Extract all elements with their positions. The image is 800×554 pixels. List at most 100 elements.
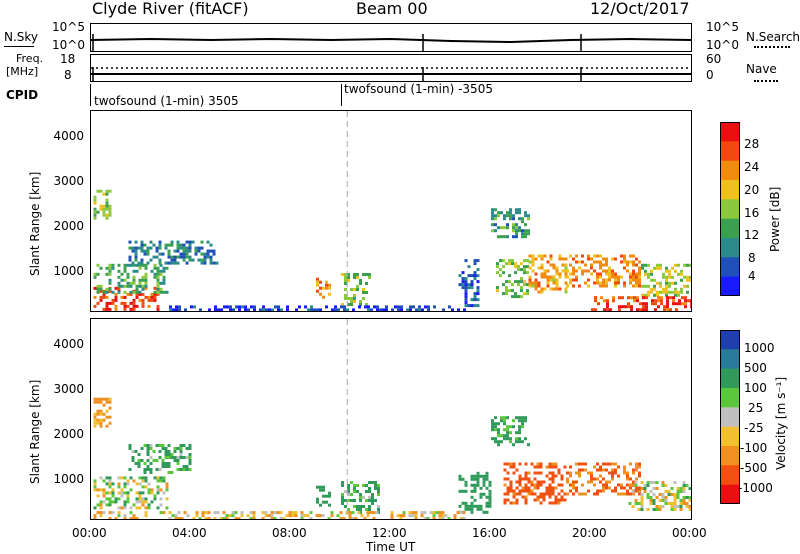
heatmap-cell-region-9 [652,499,656,502]
heatmap-cell-region-2 [188,258,192,262]
heatmap-cell-region-10 [438,514,442,518]
heatmap-cell-region-1 [117,275,121,279]
heatmap-cell-region-7 [560,477,564,481]
heatmap-cell-region-2 [209,258,213,262]
heatmap-cell-region-10 [602,263,605,267]
heatmap-cell-region-2 [197,258,201,262]
heatmap-cell-region-9 [549,257,553,261]
heatmap-cell-region-9 [676,496,680,499]
heatmap-cell-region-0 [132,304,136,308]
heatmap-cell-region-13 [379,308,382,312]
heatmap-cell-region-10 [566,269,569,273]
power-colorbar [720,122,740,296]
heatmap-cell-region-5 [479,507,483,511]
heatmap-cell-region-11 [659,284,662,288]
heatmap-cell-region-10 [300,514,304,518]
heatmap-cell-region-5 [344,288,347,291]
heatmap-cell-region-0 [105,497,109,501]
heatmap-cell-region-2 [173,456,177,459]
heatmap-cell-region-7 [527,480,531,484]
heatmap-cell-region-1 [132,275,136,279]
heatmap-cell-region-0 [147,482,151,486]
heatmap-cell-region-9 [564,266,568,270]
heatmap-cell-region-2 [209,243,213,247]
heatmap-cell-region-10 [635,284,638,288]
heatmap-cell-region-9 [564,272,568,276]
heatmap-cell-region-0 [99,289,103,293]
heatmap-cell-region-0 [120,488,124,492]
heatmap-cell-region-11 [674,263,677,267]
heatmap-cell-region-7 [554,498,558,502]
heatmap-cell-region-10 [599,281,602,285]
heatmap-cell-region-2 [143,249,147,253]
heatmap-cell-region-10 [261,517,265,521]
heatmap-cell-region-5 [353,288,356,291]
heatmap-cell-region-7 [491,208,494,212]
heatmap-cell-region-2 [197,249,201,253]
heatmap-cell-region-9 [685,502,689,505]
heatmap-cell-region-3 [319,488,322,492]
freq-unit-label: [MHz] [6,65,39,78]
heatmap-cell-region-8 [632,468,635,472]
heatmap-cell-region-5 [476,504,480,508]
heatmap-cell-region-2 [170,456,174,459]
heatmap-cell-region-2 [185,255,189,259]
heatmap-cell-region-0 [138,500,142,504]
colorbar-swatch [720,199,740,220]
heatmap-cell-region-11 [641,266,644,270]
heatmap-cell-region-2 [179,456,183,459]
heatmap-cell-region-6 [464,283,468,287]
heatmap-cell-region-7 [539,462,543,466]
heatmap-cell-region-8 [611,462,614,466]
heatmap-cell-region-9 [555,266,559,270]
heatmap-cell-region-9 [652,508,656,511]
heatmap-cell-region-6 [518,419,521,423]
heatmap-cell-region-0 [156,292,160,296]
heatmap-cell-region-9 [670,502,674,505]
heatmap-cell-region-10 [279,511,283,515]
heatmap-cell-region-5 [353,294,356,297]
heatmap-cell-region-1 [108,406,112,410]
cpid-segment-2: twofsound (1-min) -3505 [344,82,493,96]
heatmap-cell-region-8 [629,492,632,496]
heatmap-cell-region-2 [176,261,180,265]
heatmap-cell-region-10 [584,281,587,285]
heatmap-cell-region-7 [518,217,521,221]
heatmap-cell-region-13 [385,305,388,309]
heatmap-cell-region-0 [165,497,169,501]
heatmap-cell-region-0 [114,286,118,290]
heatmap-cell-region-0 [93,295,97,299]
velocity-colorbar-label: Velocity [m s⁻¹] [774,376,788,470]
heatmap-cell-region-8 [569,489,572,493]
heatmap-cell-region-9 [661,481,665,484]
heatmap-cell-region-9 [540,290,544,294]
xlabel: Time UT [366,540,416,554]
heatmap-cell-region-10 [315,514,319,518]
heatmap-cell-region-10 [569,281,572,285]
heatmap-cell-region-7 [557,483,561,487]
heatmap-cell-region-2 [185,261,189,265]
power-panel [90,110,693,312]
heatmap-cell-region-0 [123,500,127,504]
heatmap-cell-region-2 [179,255,183,259]
power-cb-20: 20 [744,183,760,197]
heatmap-cell-region-13 [235,305,238,309]
heatmap-cell-region-10 [420,511,424,515]
heatmap-cell-region-6 [470,298,474,302]
heatmap-cell-region-3 [105,216,109,220]
heatmap-cell-region-10 [602,281,605,285]
heatmap-cell-region-0 [120,491,124,495]
heatmap-cell-region-10 [608,278,611,282]
heatmap-cell-region-8 [499,259,502,263]
heatmap-cell-region-9 [679,490,683,493]
heatmap-cell-region-13 [169,308,172,312]
heatmap-cell-region-8 [520,295,523,299]
heatmap-cell-region-10 [617,278,620,282]
heatmap-cell-region-8 [635,462,638,466]
heatmap-cell-region-4 [347,508,350,511]
heatmap-cell-region-6 [491,437,494,441]
heatmap-cell-region-10 [623,257,626,261]
heatmap-cell-region-11 [665,281,668,285]
heatmap-cell-region-10 [399,517,403,521]
heatmap-cell-region-9 [640,502,644,505]
